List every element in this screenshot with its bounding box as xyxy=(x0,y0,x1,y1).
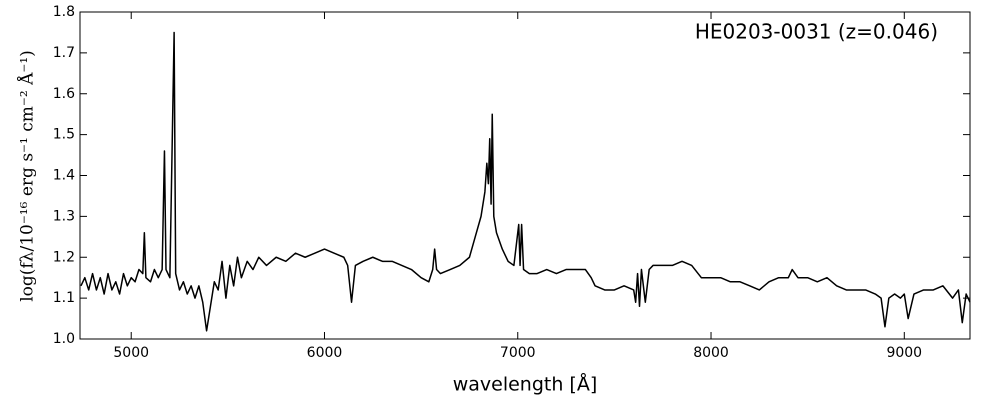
y-tick-label: 1.1 xyxy=(53,290,75,306)
y-tick-label: 1.6 xyxy=(53,86,75,102)
y-tick-label: 1.8 xyxy=(53,4,75,20)
y-tick-label: 1.5 xyxy=(53,127,75,143)
y-tick-label: 1.0 xyxy=(53,331,75,347)
x-tick-label: 5000 xyxy=(113,345,149,361)
x-tick-label: 9000 xyxy=(886,345,922,361)
y-tick-label: 1.3 xyxy=(53,208,75,224)
x-tick-label: 7000 xyxy=(500,345,536,361)
y-tick-label: 1.2 xyxy=(53,249,75,265)
y-tick-label: 1.7 xyxy=(53,45,75,61)
x-axis-label: wavelength [Å] xyxy=(453,373,598,396)
annotation: HE0203-0031 (z=0.046) xyxy=(695,20,938,44)
y-tick-label: 1.4 xyxy=(53,168,75,184)
x-tick-label: 8000 xyxy=(693,345,729,361)
spectrum-line xyxy=(80,31,971,332)
x-tick-label: 6000 xyxy=(307,345,343,361)
y-axis-label: log(fλ/10⁻¹⁶ erg s⁻¹ cm⁻² Å⁻¹) xyxy=(17,50,38,302)
